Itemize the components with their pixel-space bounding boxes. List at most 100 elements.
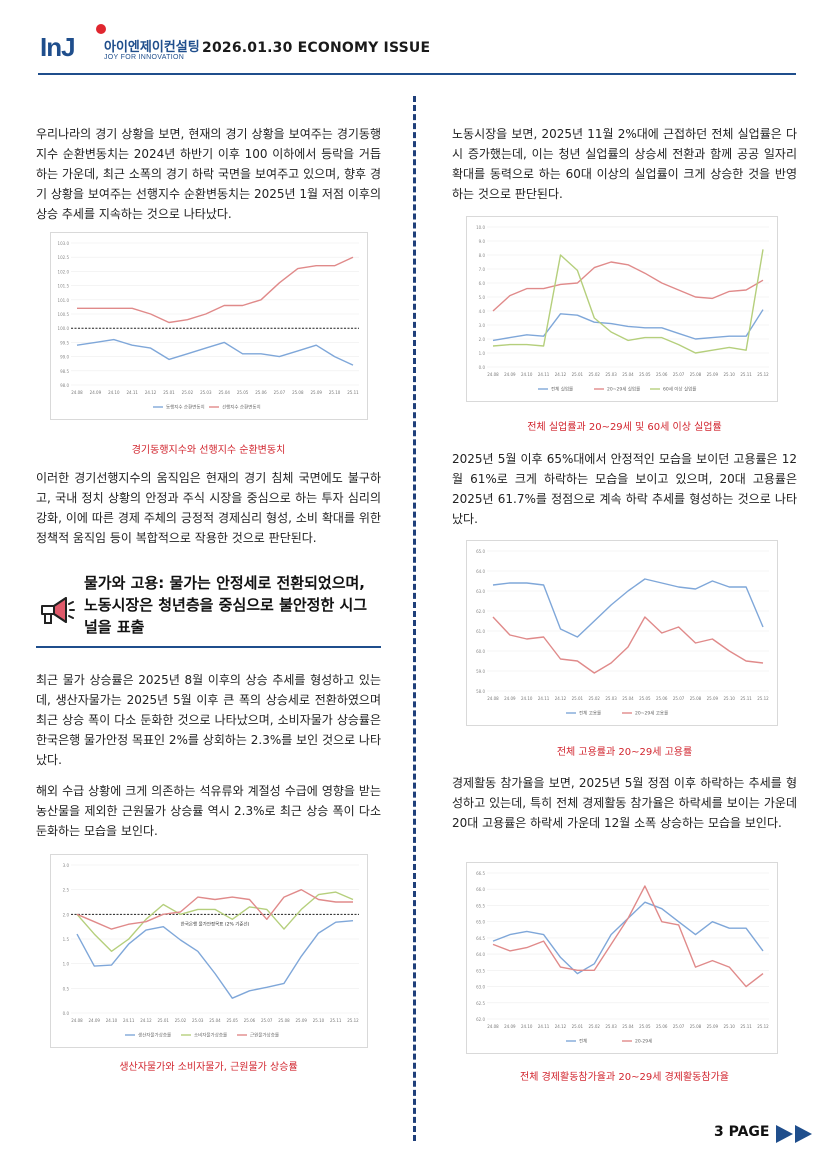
y-tick-label: 102.0 — [58, 269, 70, 274]
reference-label: 한국은행 물가안정목표 (2% 기준선) — [181, 920, 250, 927]
x-tick-label: 24.09 — [504, 1024, 516, 1029]
x-tick-label: 24.10 — [106, 1018, 118, 1023]
x-tick-label: 25.05 — [639, 696, 651, 701]
y-tick-label: 100.5 — [58, 312, 70, 317]
company-logo: InJ 아이엔제이컨설팅 JOY FOR INNOVATION — [40, 24, 200, 64]
y-tick-label: 10.0 — [476, 225, 485, 230]
series-line-1 — [76, 920, 354, 999]
x-tick-label: 25.05 — [639, 372, 651, 377]
series-line-2 — [76, 891, 354, 953]
x-tick-label: 25.09 — [707, 372, 719, 377]
x-tick-label: 25.11 — [740, 372, 752, 377]
y-tick-label: 6.0 — [479, 281, 486, 286]
x-tick-label: 25.02 — [589, 1024, 601, 1029]
x-tick-label: 25.05 — [227, 1018, 239, 1023]
x-tick-label: 25.04 — [218, 390, 230, 395]
legend-label: 선행지수 순환변동치 — [222, 404, 261, 411]
series-line-2 — [77, 256, 354, 324]
y-tick-label: 98.0 — [60, 383, 69, 388]
y-tick-label: 99.5 — [60, 340, 69, 345]
x-tick-label: 25.10 — [724, 372, 736, 377]
x-tick-label: 25.03 — [605, 1024, 617, 1029]
x-tick-label: 24.11 — [538, 696, 550, 701]
x-tick-label: 24.08 — [487, 372, 499, 377]
x-tick-label: 25.01 — [572, 372, 584, 377]
left-paragraph-3: 최근 물가 상승률은 2025년 8월 이후의 상승 추세를 형성하고 있는데,… — [36, 673, 382, 767]
x-tick-label: 25.11 — [347, 390, 359, 395]
x-tick-label: 25.01 — [158, 1018, 170, 1023]
y-tick-label: 102.5 — [58, 255, 70, 260]
employment-svg: 58.0 59.0 60.0 61.0 62.0 63.0 64.0 65.0 24.08 24.… — [476, 549, 769, 717]
inflation-svg: 0.0 0.5 1.0 1.5 2.0 2.5 3.0 24.08 24.09 24.10 24.1… — [63, 863, 360, 1039]
x-tick-label: 25.04 — [209, 1018, 221, 1023]
legend-label: 전체 고용률 — [579, 710, 601, 717]
x-tick-label: 24.12 — [145, 390, 157, 395]
left-paragraph-1: 우리나라의 경기 상황을 보면, 현재의 경기 상황을 보여주는 경기동행지수 … — [36, 127, 381, 221]
y-tick-label: 64.0 — [476, 569, 485, 574]
y-tick-label: 3.0 — [63, 863, 70, 868]
x-tick-label: 24.12 — [555, 1024, 567, 1029]
x-tick-label: 25.07 — [673, 1024, 685, 1029]
x-tick-label: 25.11 — [330, 1018, 342, 1023]
chart-inflation: 0.0 0.5 1.0 1.5 2.0 2.5 3.0 24.08 24.09 24.10 24.1… — [50, 854, 368, 1048]
section-rule — [36, 646, 381, 648]
y-tick-label: 103.0 — [58, 241, 70, 246]
right-caption-1: 전체 실업률과 20~29세 및 60세 이상 실업률 — [527, 422, 722, 433]
next-page-arrows-icon — [776, 1125, 812, 1143]
y-tick-label: 2.5 — [63, 888, 70, 893]
y-tick-label: 7.0 — [479, 267, 486, 272]
x-tick-label: 25.04 — [622, 372, 634, 377]
x-tick-label: 25.03 — [200, 390, 212, 395]
x-tick-label: 25.06 — [656, 696, 668, 701]
x-tick-label: 25.02 — [589, 372, 601, 377]
x-tick-label: 24.09 — [504, 696, 516, 701]
y-tick-label: 100.0 — [58, 326, 70, 331]
right-paragraph-1: 노동시장을 보면, 2025년 11월 2%대에 근접하던 전체 실업률은 다시… — [452, 127, 797, 201]
logo-english-tagline: JOY FOR INNOVATION — [104, 54, 185, 61]
right-caption-3: 전체 경제활동참가율과 20~29세 경제활동참가율 — [520, 1072, 729, 1083]
x-tick-label: 25.09 — [707, 696, 719, 701]
y-tick-label: 64.5 — [476, 936, 485, 941]
left-caption-2: 생산자물가와 소비자물가, 근원물가 상승률 — [119, 1062, 298, 1073]
x-tick-label: 24.09 — [504, 372, 516, 377]
x-tick-label: 25.06 — [656, 372, 668, 377]
logo-korean-name: 아이엔제이컨설팅 — [104, 40, 200, 55]
x-tick-label: 25.09 — [296, 1018, 308, 1023]
x-tick-label: 24.09 — [89, 1018, 101, 1023]
y-tick-label: 8.0 — [479, 253, 486, 258]
header-rule — [38, 73, 796, 75]
right-paragraph-2: 2025년 5월 이후 65%대에서 안정적인 모습을 보이던 고용률은 12월… — [452, 452, 797, 526]
x-tick-label: 24.11 — [126, 390, 138, 395]
megaphone-icon — [41, 597, 75, 624]
x-tick-label: 25.01 — [572, 1024, 584, 1029]
x-tick-label: 25.06 — [656, 1024, 668, 1029]
x-tick-label: 25.01 — [163, 390, 175, 395]
x-tick-label: 25.07 — [274, 390, 286, 395]
section-heading: 물가와 고용: 물가는 안정세로 전환되었으며, 노동시장은 청년층을 중심으로… — [36, 566, 381, 650]
y-tick-label: 63.0 — [476, 985, 485, 990]
logo-mark: InJ — [40, 32, 76, 62]
y-tick-label: 1.0 — [479, 351, 486, 356]
x-tick-label: 25.11 — [740, 696, 752, 701]
x-tick-label: 24.08 — [71, 1018, 83, 1023]
y-tick-label: 4.0 — [479, 309, 486, 314]
y-tick-label: 2.0 — [479, 337, 486, 342]
y-tick-label: 66.5 — [476, 871, 485, 876]
y-tick-label: 1.0 — [63, 962, 70, 967]
x-tick-label: 25.08 — [690, 372, 702, 377]
left-caption-1: 경기동행지수와 선행지수 순환변동치 — [131, 445, 286, 456]
right-paragraph-3: 경제활동 참가율을 보면, 2025년 5월 정점 이후 하락하는 추세를 형성… — [452, 776, 797, 830]
y-tick-label: 62.0 — [476, 609, 485, 614]
x-tick-label: 24.12 — [140, 1018, 152, 1023]
x-tick-label: 25.02 — [175, 1018, 187, 1023]
x-tick-label: 24.09 — [90, 390, 102, 395]
x-tick-label: 25.01 — [572, 696, 584, 701]
x-tick-label: 25.09 — [707, 1024, 719, 1029]
y-tick-label: 0.0 — [479, 365, 486, 370]
x-tick-label: 24.10 — [521, 1024, 533, 1029]
x-tick-label: 25.07 — [673, 372, 685, 377]
x-tick-label: 25.02 — [589, 696, 601, 701]
page-number: 3 PAGE — [714, 1124, 770, 1140]
series-line-3 — [76, 889, 353, 930]
x-tick-label: 25.05 — [639, 1024, 651, 1029]
